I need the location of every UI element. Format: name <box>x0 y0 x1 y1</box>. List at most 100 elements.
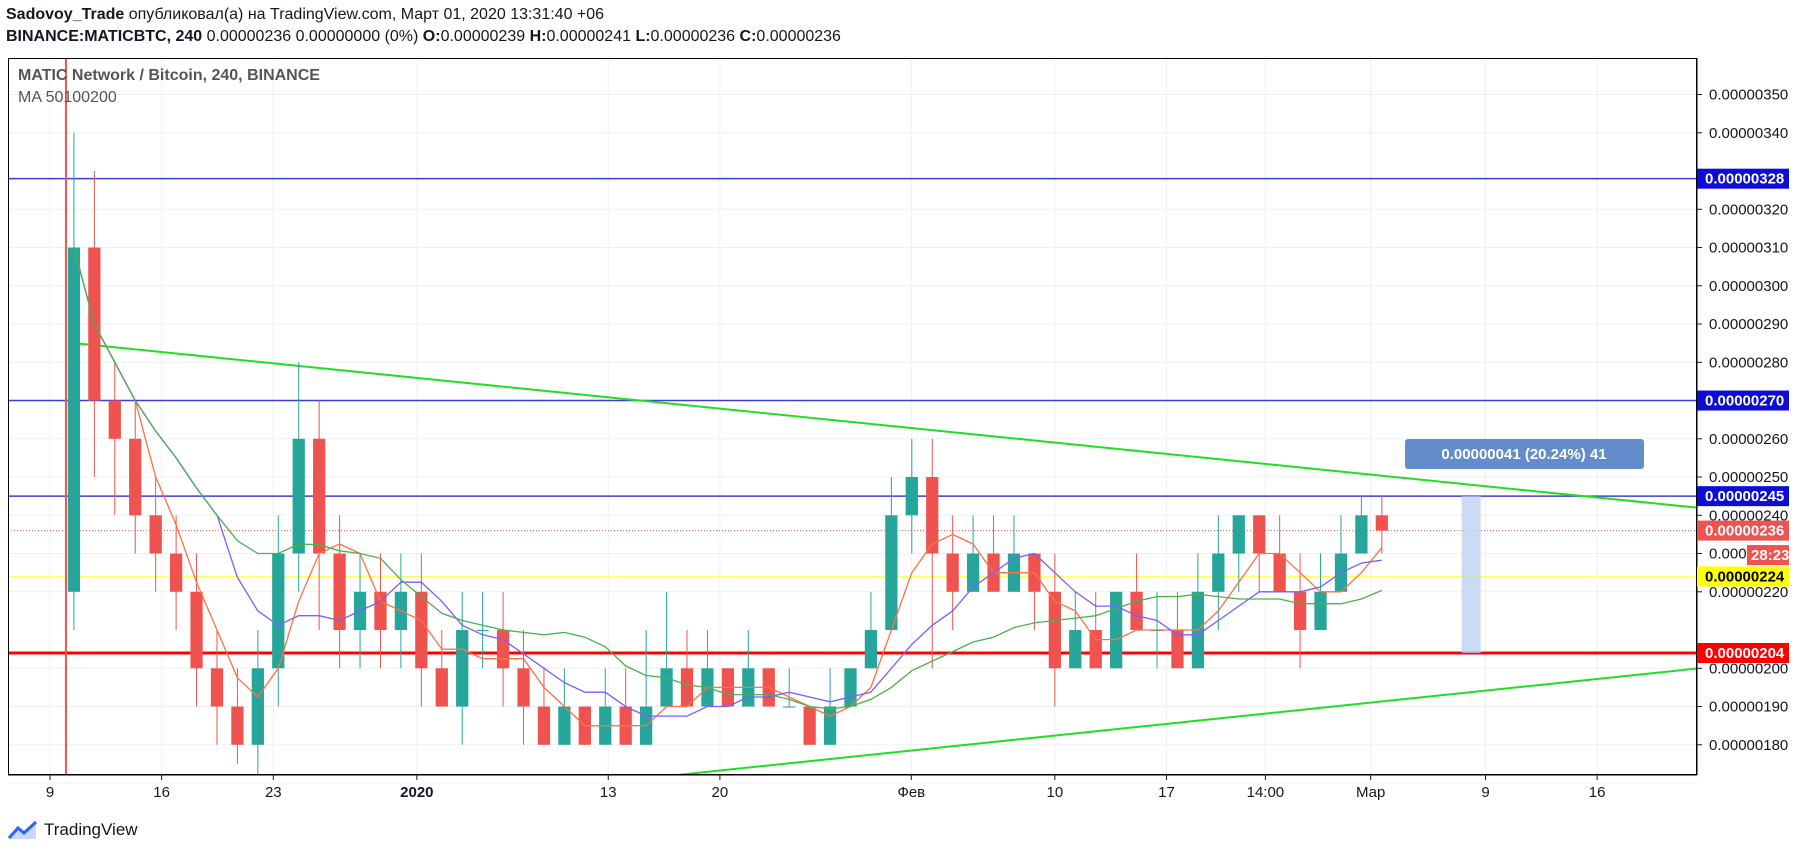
candle-body <box>129 438 142 516</box>
high-label: H: <box>529 28 547 45</box>
low-value: 0.00000236 <box>650 28 736 45</box>
candle-body <box>966 553 980 592</box>
y-tick-label: 0.00000260 <box>1709 431 1788 448</box>
candle-body <box>946 553 959 592</box>
candle-body <box>558 706 571 745</box>
candle-body <box>864 630 878 669</box>
price-tag[interactable] <box>1747 545 1789 566</box>
candle-body <box>67 247 81 592</box>
price-tag-label: 28:23 <box>1751 547 1789 564</box>
candle-body <box>313 438 326 554</box>
open-value: 0.00000239 <box>440 28 526 45</box>
x-tick-label: 23 <box>265 784 282 801</box>
candle-body <box>1253 515 1266 554</box>
candle-body <box>1069 630 1082 669</box>
x-tick-label: 9 <box>46 784 54 801</box>
candle-body <box>680 668 694 707</box>
x-tick-label: 14:00 <box>1247 784 1285 801</box>
candle-body <box>169 553 183 592</box>
candle-body <box>251 668 264 745</box>
x-tick-label: 16 <box>1589 784 1606 801</box>
x-tick-label: 13 <box>600 784 617 801</box>
x-tick-label: 2020 <box>400 784 433 801</box>
published-text: опубликовал(а) на TradingView.com, Март … <box>128 6 605 23</box>
y-tick-label: 0.00000280 <box>1709 354 1788 371</box>
price-tag[interactable] <box>1697 168 1789 189</box>
price-tag-label: 0.00000224 <box>1705 568 1785 585</box>
plot-area <box>8 58 1697 775</box>
price-tag[interactable] <box>1697 566 1789 587</box>
y-tick-label: 0.00000200 <box>1709 660 1788 677</box>
candle-body <box>476 630 489 632</box>
candle-body <box>272 553 285 669</box>
symbol-label: BINANCE:MATICBTC, 240 <box>6 28 203 45</box>
tradingview-label: TradingView <box>44 820 138 839</box>
y-tick-label: 0.00000320 <box>1709 201 1788 218</box>
candle-body <box>190 591 203 669</box>
change-text: 0.00000236 0.00000000 (0%) <box>206 28 419 45</box>
candle-body <box>844 668 857 707</box>
candle-body <box>1048 591 1061 669</box>
measure-label: 0.00000041 (20.24%) 41 <box>1441 446 1606 463</box>
open-label: O: <box>422 28 441 45</box>
measure-label-box[interactable] <box>1405 439 1644 469</box>
x-tick-label: 10 <box>1047 784 1064 801</box>
candle-body <box>517 668 530 707</box>
candle-body <box>292 438 305 554</box>
y-tick-label: 0.00000190 <box>1709 699 1788 716</box>
price-tag[interactable] <box>1697 390 1789 411</box>
moving-average-line <box>73 247 1383 710</box>
x-tick-label: 9 <box>1481 784 1489 801</box>
y-tick-label: 0.00000350 <box>1709 87 1788 104</box>
candle-body <box>1232 515 1245 554</box>
candle-body <box>783 706 796 708</box>
chart-frame <box>8 58 1697 775</box>
candle-body <box>231 706 244 745</box>
legend-title[interactable]: MATIC Network / Bitcoin, 240, BINANCE <box>18 67 320 84</box>
close-value: 0.00000236 <box>756 28 841 45</box>
trendline <box>73 342 1697 509</box>
candle-body <box>823 706 837 745</box>
price-tag[interactable] <box>1697 486 1789 507</box>
candle-body <box>1110 591 1123 669</box>
moving-average-line <box>73 247 1383 727</box>
price-tag[interactable] <box>1697 642 1789 663</box>
candle-body <box>1314 591 1327 631</box>
y-tick-label: 0.00000220 <box>1709 584 1788 601</box>
x-tick-label: 20 <box>712 784 729 801</box>
y-tick-label: 0.00000300 <box>1709 278 1788 295</box>
candle-body <box>210 668 224 707</box>
tradingview-logo[interactable]: TradingView <box>8 820 138 840</box>
candle-body <box>435 668 448 707</box>
price-tag-label: 0.00000204 <box>1705 645 1785 662</box>
trendline <box>667 667 1697 775</box>
y-tick-label: 0.00000240 <box>1709 507 1788 524</box>
candle-body <box>1130 591 1143 631</box>
candle-body <box>1273 553 1286 592</box>
chart-header-author: Sadovoy_Trade опубликовал(а) на TradingV… <box>6 6 604 24</box>
price-tag[interactable] <box>1697 520 1789 541</box>
chart-header-ohlc: BINANCE:MATICBTC, 240 0.00000236 0.00000… <box>6 28 841 46</box>
candle-body <box>1171 630 1184 669</box>
candle-body <box>803 706 816 745</box>
candle-body <box>1293 591 1307 631</box>
legend-ma[interactable]: MA 50100200 <box>18 89 117 106</box>
price-tag-label: 0.00000270 <box>1705 393 1784 410</box>
price-tag-label: 0.00000236 <box>1705 523 1784 540</box>
high-value: 0.00000241 <box>546 28 631 45</box>
x-tick-label: 17 <box>1158 784 1175 801</box>
candle-body <box>926 477 939 554</box>
tradingview-icon <box>8 820 38 840</box>
y-tick-label: 0.00000290 <box>1709 316 1788 333</box>
candle-body <box>374 591 387 631</box>
moving-average-line <box>73 247 1382 717</box>
y-tick-label: 0.00000180 <box>1709 737 1788 754</box>
price-tag-label: 0.00000245 <box>1705 488 1784 505</box>
candle-body <box>1212 553 1225 592</box>
candle-body <box>108 400 121 439</box>
measure-box <box>1461 496 1481 653</box>
author-name[interactable]: Sadovoy_Trade <box>6 6 125 23</box>
candle-body <box>1375 515 1388 531</box>
candle-body <box>149 515 162 554</box>
